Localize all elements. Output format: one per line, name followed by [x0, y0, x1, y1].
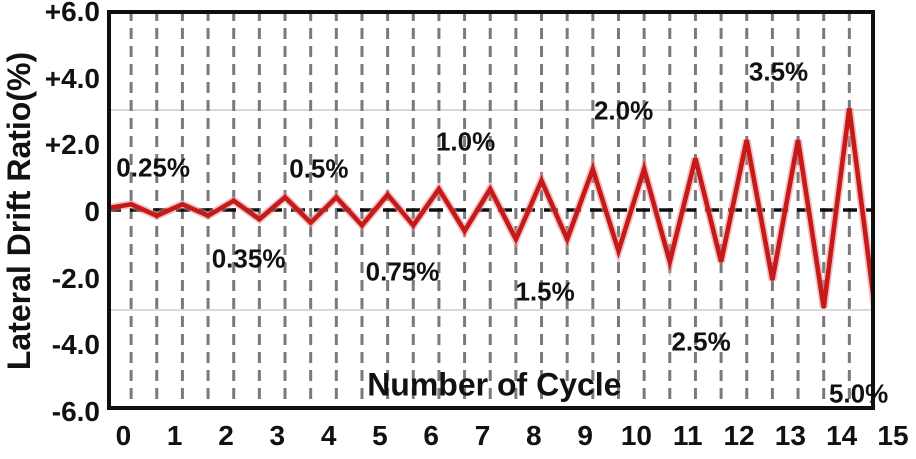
x-tick-label: 4: [320, 420, 337, 451]
y-tick-label: -4.0: [51, 329, 100, 361]
y-tick-label: +6.0: [44, 0, 100, 27]
y-tick-label: +2.0: [44, 129, 100, 161]
x-tick-label: 5: [372, 420, 388, 451]
plot-area: [107, 10, 875, 410]
amplitude-label: 0.5%: [289, 153, 349, 184]
x-tick-label: 12: [723, 420, 755, 451]
amplitude-label: 1.5%: [515, 276, 575, 307]
y-tick-label: 0: [84, 196, 100, 227]
y-tick-label: -2.0: [51, 262, 100, 294]
amplitude-label: 2.5%: [671, 326, 731, 357]
x-tick-label: 13: [774, 420, 806, 451]
x-tick-label: 0: [115, 420, 132, 451]
x-tick-label: 8: [526, 420, 542, 451]
amplitude-label: 0.75%: [365, 256, 440, 287]
amplitude-label: 5.0%: [828, 378, 889, 409]
x-axis-title: Number of Cycle: [367, 366, 622, 403]
x-tick-label: 15: [877, 420, 909, 451]
x-tick-label: 9: [577, 420, 593, 451]
amplitude-label: 1.0%: [435, 126, 496, 157]
amplitude-label: 3.5%: [748, 56, 809, 87]
x-tick-label: 10: [620, 420, 653, 451]
amplitude-label: 0.25%: [116, 152, 191, 183]
x-tick-label: 2: [218, 420, 234, 451]
amplitude-label: 2.0%: [593, 95, 654, 126]
x-tick-label: 1: [166, 420, 183, 451]
x-tick-label: 6: [423, 420, 439, 451]
x-tick-label: 7: [474, 420, 491, 451]
x-tick-label: 14: [826, 420, 858, 451]
amplitude-label: 0.35%: [211, 243, 286, 274]
y-tick-label: -6.0: [51, 396, 100, 427]
x-tick-label: 11: [672, 420, 703, 451]
y-tick-label: +4.0: [44, 62, 100, 94]
series-line: [107, 108, 875, 310]
x-tick-label: 3: [269, 420, 286, 451]
plot-border: [107, 10, 875, 410]
